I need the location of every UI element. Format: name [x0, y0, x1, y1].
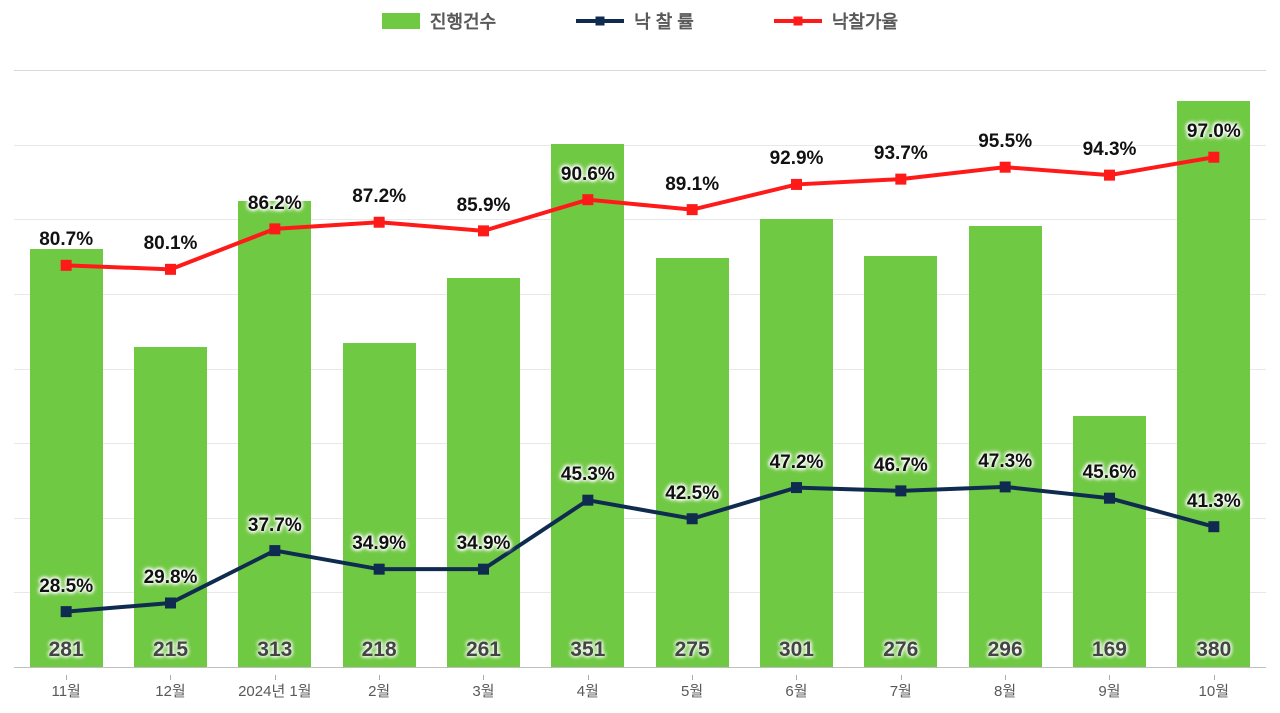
percentage-label: 89.1%: [665, 174, 719, 196]
bar-slot: 261: [431, 71, 535, 668]
x-tick: [483, 675, 484, 680]
x-tick: [66, 675, 67, 680]
legend-label-line1: 낙 찰 률: [634, 8, 694, 34]
x-tick: [1214, 675, 1215, 680]
bar-value-label: 275: [675, 638, 710, 662]
bar: 301: [760, 219, 833, 668]
bar-value-label: 281: [49, 638, 84, 662]
legend: 진행건수 낙 찰 률 낙찰가율: [0, 8, 1280, 34]
percentage-label: 90.6%: [561, 164, 615, 186]
bar-value-label: 218: [362, 638, 397, 662]
percentage-label: 95.5%: [978, 131, 1032, 153]
x-axis-category: 3월: [431, 680, 535, 701]
legend-item-line2: 낙찰가율: [774, 8, 898, 34]
x-axis-category: 11월: [14, 680, 118, 701]
bar-slot: 313: [223, 71, 327, 668]
x-axis-line: [14, 667, 1266, 668]
x-tick: [692, 675, 693, 680]
bar-value-label: 296: [988, 638, 1023, 662]
bar-value-label: 261: [466, 638, 501, 662]
x-tick: [796, 675, 797, 680]
bar: 313: [238, 201, 311, 668]
percentage-label: 34.9%: [352, 533, 406, 555]
x-axis-category: 2024년 1월: [223, 680, 327, 701]
bar: 296: [969, 226, 1042, 668]
x-axis-category: 7월: [849, 680, 953, 701]
bar-slot: 351: [536, 71, 640, 668]
bar: 169: [1073, 416, 1146, 668]
bar-value-label: 301: [779, 638, 814, 662]
x-axis-category: 9월: [1057, 680, 1161, 701]
chart-container: 진행건수 낙 찰 률 낙찰가율 281 215 313 218 261 351 275 301…: [0, 0, 1280, 713]
percentage-label: 86.2%: [248, 193, 302, 215]
bar-slot: 275: [640, 71, 744, 668]
percentage-label: 80.7%: [39, 229, 93, 251]
x-axis-category: 4월: [536, 680, 640, 701]
bar-slot: 218: [327, 71, 431, 668]
x-tick: [379, 675, 380, 680]
legend-swatch-bar: [382, 13, 420, 29]
bar-slot: 296: [953, 71, 1057, 668]
percentage-label: 45.3%: [561, 464, 615, 486]
percentage-label: 37.7%: [248, 515, 302, 537]
x-axis-category: 6월: [744, 680, 848, 701]
bar-value-label: 351: [570, 638, 605, 662]
bar: 261: [447, 278, 520, 668]
legend-swatch-line2: [774, 19, 822, 23]
bar-slot: 380: [1162, 71, 1266, 668]
bar-value-label: 313: [257, 638, 292, 662]
percentage-label: 42.5%: [665, 483, 719, 505]
bar: 218: [343, 343, 416, 668]
bars-container: 281 215 313 218 261 351 275 301 276 296 169 380: [14, 71, 1266, 668]
bar: 380: [1177, 101, 1250, 668]
bar: 275: [656, 258, 729, 668]
percentage-label: 92.9%: [770, 148, 824, 170]
legend-item-bars: 진행건수: [382, 8, 496, 34]
percentage-label: 28.5%: [39, 576, 93, 598]
percentage-label: 97.0%: [1187, 121, 1241, 143]
percentage-label: 85.9%: [457, 195, 511, 217]
percentage-label: 45.6%: [1083, 462, 1137, 484]
percentage-label: 87.2%: [352, 186, 406, 208]
x-axis-category: 10월: [1162, 680, 1266, 701]
legend-item-line1: 낙 찰 률: [576, 8, 694, 34]
legend-label-bars: 진행건수: [430, 8, 496, 34]
x-tick: [1005, 675, 1006, 680]
x-axis-category: 5월: [640, 680, 744, 701]
plot-area: 281 215 313 218 261 351 275 301 276 296 169 380 80.…: [14, 70, 1266, 668]
bar: 351: [551, 144, 624, 668]
x-axis-category: 8월: [953, 680, 1057, 701]
x-axis-category: 2월: [327, 680, 431, 701]
bar: 215: [134, 347, 207, 668]
x-axis-category: 12월: [118, 680, 222, 701]
percentage-label: 47.3%: [978, 451, 1032, 473]
bar-value-label: 169: [1092, 638, 1127, 662]
percentage-label: 47.2%: [770, 452, 824, 474]
x-tick: [588, 675, 589, 680]
legend-swatch-line1: [576, 19, 624, 23]
percentage-label: 41.3%: [1187, 491, 1241, 513]
bar-value-label: 380: [1196, 638, 1231, 662]
bar-value-label: 276: [883, 638, 918, 662]
x-tick: [170, 675, 171, 680]
percentage-label: 80.1%: [144, 233, 198, 255]
percentage-label: 34.9%: [457, 533, 511, 555]
percentage-label: 46.7%: [874, 455, 928, 477]
x-axis-labels: 11월12월2024년 1월2월3월4월5월6월7월8월9월10월: [14, 680, 1266, 701]
x-tick: [901, 675, 902, 680]
bar: 281: [30, 249, 103, 668]
legend-label-line2: 낙찰가율: [832, 8, 898, 34]
percentage-label: 94.3%: [1083, 139, 1137, 161]
x-tick: [275, 675, 276, 680]
percentage-label: 29.8%: [144, 567, 198, 589]
x-tick: [1109, 675, 1110, 680]
percentage-label: 93.7%: [874, 143, 928, 165]
bar-value-label: 215: [153, 638, 188, 662]
